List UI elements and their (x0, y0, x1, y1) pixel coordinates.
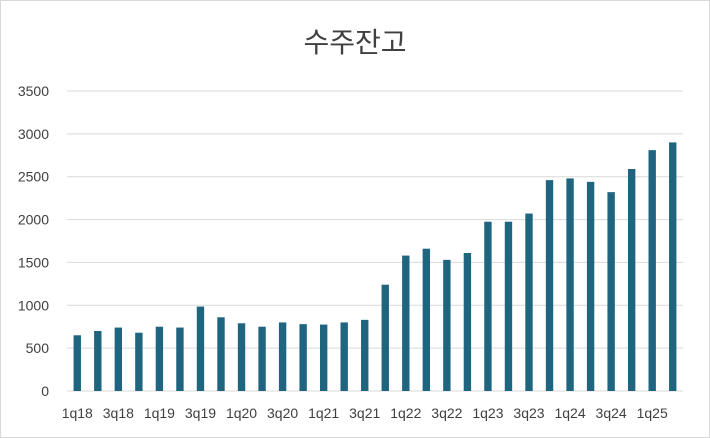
bar-2q22 (422, 248, 431, 391)
y-tick-label: 2500 (18, 169, 49, 185)
x-axis-labels: 1q18 3q18 1q19 3q19 1q20 3q20 1q21 3q21 1q22 3q22… (62, 405, 668, 421)
x-tick-label: 3q21 (349, 405, 380, 421)
bar-1q25 (648, 150, 656, 391)
x-tick-label: 3q20 (267, 405, 298, 421)
bar-1q20 (237, 323, 246, 391)
y-axis-labels: 0 500 1000 1500 2000 2500 3000 3500 (18, 83, 49, 399)
bar-1q18 (73, 335, 81, 391)
bar-4q22 (463, 253, 472, 391)
x-tick-label: 1q19 (144, 405, 175, 421)
gridlines (67, 90, 683, 392)
x-tick-label: 1q25 (637, 405, 668, 421)
bar-1q22 (402, 255, 410, 391)
bar-3q20 (278, 322, 287, 391)
y-tick-label: 1500 (18, 254, 49, 270)
x-tick-label: 3q19 (185, 405, 216, 421)
bar-4q21 (381, 284, 389, 391)
bar-2q23 (504, 221, 513, 391)
bar-4q23 (545, 180, 554, 391)
x-tick-label: 3q18 (103, 405, 134, 421)
bar-2q20 (258, 326, 266, 391)
bar-4q18 (135, 332, 143, 391)
y-tick-label: 3000 (18, 126, 49, 142)
bar-3q24 (607, 192, 615, 391)
x-tick-label: 3q22 (431, 405, 462, 421)
x-tick-label: 3q23 (513, 405, 544, 421)
bar-1q24 (566, 178, 574, 391)
x-tick-label: 1q20 (226, 405, 257, 421)
bar-4q24 (627, 169, 636, 391)
x-tick-label: 3q24 (596, 405, 627, 421)
bar-3q23 (525, 213, 533, 391)
y-tick-label: 2000 (18, 212, 49, 228)
bar-3q18 (114, 327, 123, 391)
bars (73, 142, 677, 391)
y-tick-label: 1000 (18, 297, 49, 313)
x-tick-label: 1q21 (308, 405, 339, 421)
x-tick-label: 1q23 (472, 405, 503, 421)
bar-3q21 (361, 319, 369, 391)
bar-2q19 (176, 327, 184, 391)
bar-1q21 (319, 324, 328, 391)
y-tick-label: 0 (41, 383, 49, 399)
bar-1q19 (155, 326, 164, 391)
bar-1q23 (484, 221, 492, 391)
bar-2q21 (340, 322, 348, 391)
chart-title: 수주잔고 (303, 26, 407, 59)
x-tick-label: 1q22 (390, 405, 421, 421)
bar-4q19 (217, 317, 225, 391)
y-tick-label: 3500 (18, 83, 49, 99)
x-tick-label: 1q24 (554, 405, 585, 421)
bar-2q18 (94, 331, 102, 391)
bar-4q20 (299, 324, 307, 391)
bar-3q19 (196, 306, 205, 391)
bar-2q25 (669, 142, 677, 391)
bar-3q22 (443, 259, 451, 391)
y-tick-label: 500 (26, 340, 50, 356)
x-tick-label: 1q18 (62, 405, 93, 421)
bar-2q24 (586, 181, 595, 391)
